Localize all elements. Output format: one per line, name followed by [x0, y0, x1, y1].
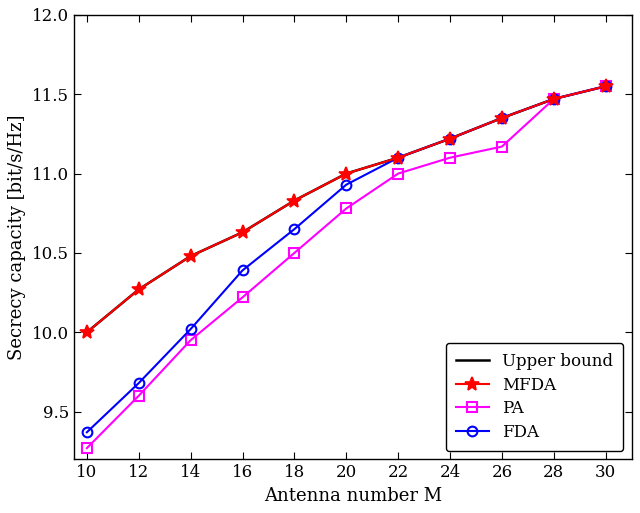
MFDA — [550, 96, 557, 102]
Line: MFDA: MFDA — [80, 80, 612, 339]
PA — [291, 250, 298, 256]
Y-axis label: Secrecy capacity [bit/s/Hz]: Secrecy capacity [bit/s/Hz] — [8, 114, 26, 360]
FDA — [135, 380, 143, 386]
MFDA — [342, 170, 350, 176]
PA — [83, 445, 91, 451]
Upper bound — [291, 198, 298, 204]
Line: FDA: FDA — [82, 82, 611, 437]
FDA — [498, 115, 506, 121]
PA — [239, 294, 246, 301]
Upper bound — [239, 229, 246, 235]
Upper bound — [135, 286, 143, 292]
Line: Upper bound: Upper bound — [87, 86, 605, 332]
FDA — [187, 326, 195, 332]
MFDA — [239, 229, 246, 235]
PA — [498, 144, 506, 150]
MFDA — [498, 115, 506, 121]
MFDA — [291, 198, 298, 204]
FDA — [446, 135, 454, 142]
FDA — [394, 154, 402, 161]
Upper bound — [187, 253, 195, 259]
MFDA — [602, 83, 609, 89]
PA — [602, 83, 609, 89]
Upper bound — [394, 154, 402, 161]
MFDA — [446, 135, 454, 142]
PA — [550, 96, 557, 102]
MFDA — [394, 154, 402, 161]
Upper bound — [550, 96, 557, 102]
Upper bound — [498, 115, 506, 121]
FDA — [602, 83, 609, 89]
PA — [446, 154, 454, 161]
PA — [394, 170, 402, 176]
X-axis label: Antenna number M: Antenna number M — [264, 487, 442, 505]
FDA — [83, 429, 91, 436]
Upper bound — [602, 83, 609, 89]
MFDA — [83, 329, 91, 336]
FDA — [550, 96, 557, 102]
MFDA — [187, 253, 195, 259]
Upper bound — [342, 170, 350, 176]
Upper bound — [446, 135, 454, 142]
PA — [342, 205, 350, 211]
FDA — [239, 267, 246, 273]
FDA — [342, 182, 350, 188]
Line: PA: PA — [82, 82, 611, 453]
MFDA — [135, 286, 143, 292]
Upper bound — [83, 329, 91, 336]
FDA — [291, 226, 298, 232]
PA — [135, 392, 143, 399]
Legend: Upper bound, MFDA, PA, FDA: Upper bound, MFDA, PA, FDA — [445, 343, 623, 451]
PA — [187, 337, 195, 343]
